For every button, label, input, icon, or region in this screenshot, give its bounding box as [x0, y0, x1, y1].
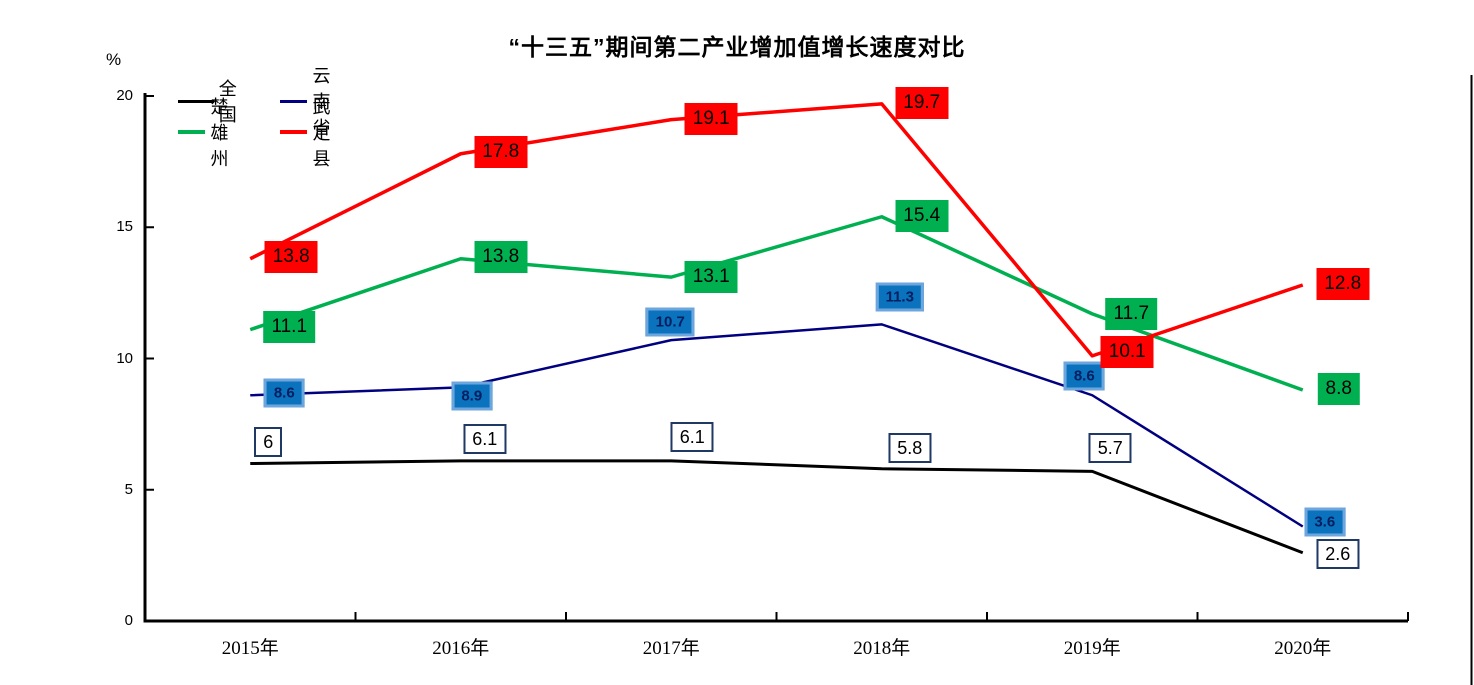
- data-label-chuxiong: 13.8: [474, 240, 528, 273]
- y-axis-tick-label: 0: [124, 612, 133, 629]
- legend-item-chuxiong: 楚雄州: [178, 97, 246, 169]
- data-label-wuding: 10.1: [1100, 335, 1154, 368]
- legend-line-sample-yunnan: [280, 99, 308, 103]
- chart-title: “十三五”期间第二产业增加值增长速度对比: [508, 34, 966, 60]
- data-label-chuxiong: 11.1: [263, 310, 316, 343]
- legend-line-sample-national: [178, 99, 214, 103]
- legend-item-label: 武定县: [312, 97, 332, 169]
- legend-item-wuding: 武定县: [280, 97, 348, 169]
- data-label-yunnan: 8.9: [451, 381, 493, 411]
- x-axis-tick-label: 2016年: [432, 638, 490, 659]
- data-label-yunnan: 8.6: [263, 378, 305, 408]
- data-label-chuxiong: 13.1: [684, 261, 738, 294]
- y-axis-unit-label: %: [106, 50, 122, 69]
- axis-lines: [143, 93, 1408, 623]
- y-axis-tick-label: 10: [116, 349, 133, 367]
- legend-line-sample-wuding: [280, 130, 308, 134]
- x-axis-tick-label: 2019年: [1063, 638, 1121, 659]
- legend-item-national: 全 国: [178, 79, 265, 125]
- legend-item-label: 全 国: [218, 79, 257, 125]
- legend-item-yunnan: 云南省: [280, 66, 348, 138]
- data-label-national: 5.7: [1088, 433, 1132, 464]
- y-axis-tick-label: 20: [116, 87, 133, 104]
- data-label-wuding: 12.8: [1316, 268, 1370, 300]
- data-label-yunnan: 11.3: [875, 282, 924, 312]
- data-label-national: 5.8: [888, 432, 932, 463]
- x-axis-tick-label: 2020年: [1274, 638, 1332, 659]
- x-axis-tick-label: 2015年: [221, 638, 279, 659]
- data-label-national: 6.1: [463, 423, 507, 454]
- x-axis-tick-label: 2018年: [853, 638, 911, 659]
- data-label-chuxiong: 15.4: [895, 199, 949, 232]
- data-label-yunnan: 10.7: [645, 307, 695, 337]
- data-label-national: 6: [254, 426, 283, 457]
- data-label-chuxiong: 11.7: [1105, 297, 1158, 330]
- legend-line-sample-chuxiong: [178, 130, 206, 134]
- series-line-yunnan: [250, 323, 1304, 528]
- legend-item-label: 楚雄州: [210, 97, 230, 169]
- legend-item-label: 云南省: [312, 66, 332, 138]
- data-label-national: 2.6: [1316, 538, 1360, 569]
- data-label-yunnan: 3.6: [1304, 507, 1346, 536]
- data-label-national: 6.1: [670, 421, 714, 452]
- data-label-wuding: 19.1: [684, 102, 738, 135]
- x-axis-tick-label: 2017年: [642, 638, 700, 659]
- series-line-national: [250, 459, 1304, 555]
- data-label-chuxiong: 8.8: [1317, 373, 1360, 405]
- y-axis-tick-label: 15: [116, 218, 133, 236]
- data-label-yunnan: 8.6: [1063, 361, 1105, 391]
- data-label-wuding: 17.8: [474, 135, 528, 168]
- data-label-wuding: 19.7: [895, 86, 949, 119]
- y-axis-tick-label: 5: [124, 480, 133, 498]
- data-label-wuding: 13.8: [264, 240, 318, 273]
